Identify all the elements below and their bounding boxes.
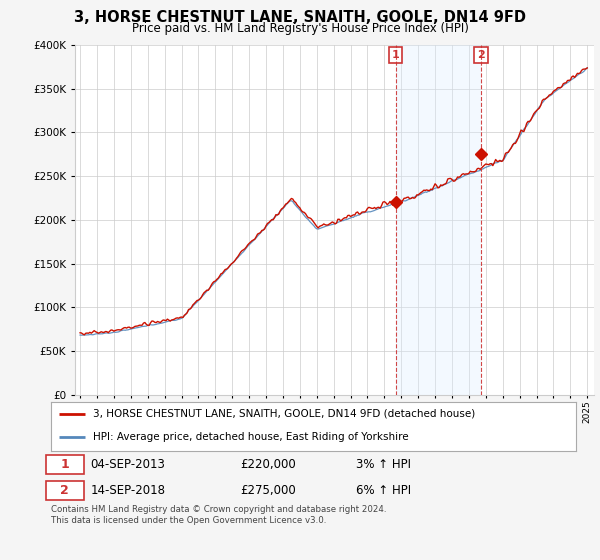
Text: 3, HORSE CHESTNUT LANE, SNAITH, GOOLE, DN14 9FD (detached house): 3, HORSE CHESTNUT LANE, SNAITH, GOOLE, D… bbox=[93, 409, 475, 419]
FancyBboxPatch shape bbox=[46, 455, 83, 474]
Text: HPI: Average price, detached house, East Riding of Yorkshire: HPI: Average price, detached house, East… bbox=[93, 432, 409, 442]
Text: 2: 2 bbox=[60, 484, 69, 497]
Text: £275,000: £275,000 bbox=[240, 484, 296, 497]
Text: Price paid vs. HM Land Registry's House Price Index (HPI): Price paid vs. HM Land Registry's House … bbox=[131, 22, 469, 35]
Bar bbox=[395, 45, 481, 395]
Text: 1: 1 bbox=[392, 50, 400, 60]
Text: 6% ↑ HPI: 6% ↑ HPI bbox=[355, 484, 410, 497]
Text: 3, HORSE CHESTNUT LANE, SNAITH, GOOLE, DN14 9FD: 3, HORSE CHESTNUT LANE, SNAITH, GOOLE, D… bbox=[74, 10, 526, 25]
Text: 3% ↑ HPI: 3% ↑ HPI bbox=[355, 458, 410, 470]
FancyBboxPatch shape bbox=[46, 481, 83, 500]
Text: Contains HM Land Registry data © Crown copyright and database right 2024.
This d: Contains HM Land Registry data © Crown c… bbox=[51, 505, 386, 525]
Text: 2: 2 bbox=[477, 50, 485, 60]
Text: £220,000: £220,000 bbox=[240, 458, 296, 470]
Text: 04-SEP-2013: 04-SEP-2013 bbox=[91, 458, 165, 470]
Text: 14-SEP-2018: 14-SEP-2018 bbox=[91, 484, 166, 497]
Text: 1: 1 bbox=[60, 458, 69, 470]
